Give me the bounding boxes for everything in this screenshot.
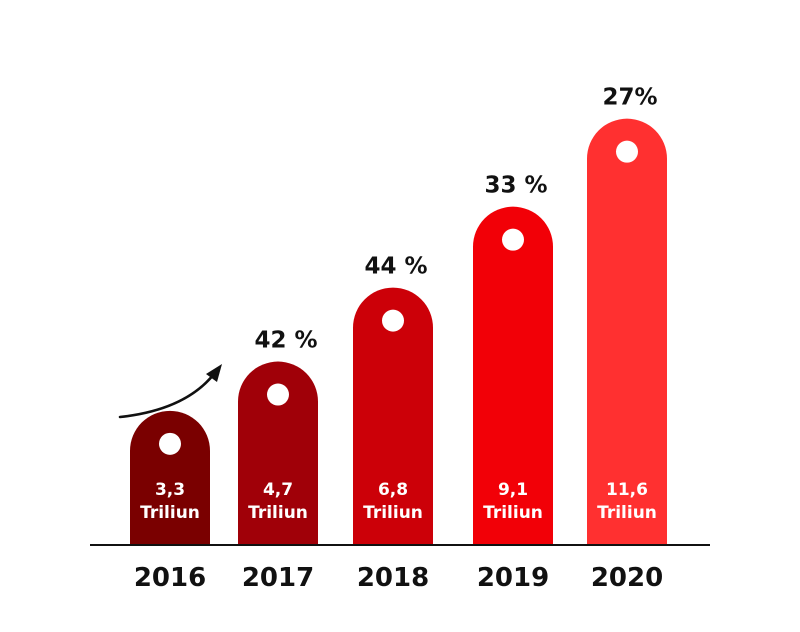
bar-2018 [353, 287, 433, 545]
x-tick-label: 2017 [242, 563, 314, 593]
bar-value-label: 9,1 [498, 480, 528, 500]
bar-hole-2018 [382, 309, 404, 332]
bar-2020 [587, 118, 667, 545]
x-tick-label: 2018 [357, 563, 429, 593]
growth-percent-label: 44 % [364, 254, 427, 280]
bar-value-label: 11,6 [606, 480, 648, 500]
x-tick-label: 2016 [134, 563, 206, 593]
bar-value-unit: Triliun [597, 503, 657, 523]
growth-arrow-icon [118, 372, 216, 419]
bar-value-label: 3,3 [155, 480, 185, 500]
bars-group [130, 118, 667, 545]
bar-hole-2020 [616, 140, 638, 163]
x-tick-label: 2019 [477, 563, 549, 593]
growth-percent-label: 33 % [484, 173, 547, 199]
bar-value-unit: Triliun [248, 503, 308, 523]
arrow-head-icon [206, 364, 222, 382]
bar-value-unit: Triliun [483, 503, 543, 523]
bar-hole-2019 [502, 228, 524, 251]
growth-percent-label: 42 % [254, 328, 317, 354]
x-tick-label: 2020 [591, 563, 663, 593]
bar-2017 [238, 361, 318, 545]
bar-value-label: 6,8 [378, 480, 408, 500]
labels-group: 3,3 Triliun 2016 4,7 Triliun 42 % 2017 6,8 Trili… [134, 85, 663, 593]
bar-2016 [130, 410, 210, 545]
growth-percent-label: 27% [602, 85, 657, 111]
bar-2019 [473, 206, 553, 545]
bar-value-label: 4,7 [263, 480, 293, 500]
bar-value-unit: Triliun [140, 503, 200, 523]
bar-hole-2016 [159, 432, 181, 455]
bar-hole-2017 [267, 383, 289, 406]
bar-value-unit: Triliun [363, 503, 423, 523]
